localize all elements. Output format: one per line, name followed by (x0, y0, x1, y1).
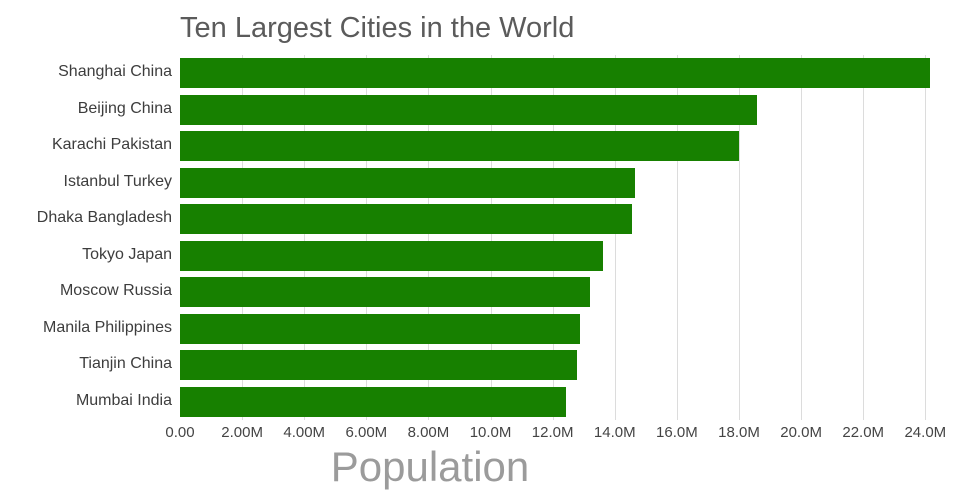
x-axis-tick-label: 2.00M (221, 424, 263, 441)
x-axis-tick-label: 6.00M (345, 424, 388, 441)
y-axis-category-label: Moscow Russia (59, 282, 172, 300)
gridline (925, 55, 927, 420)
y-axis-category-label: Manila Philippines (43, 318, 172, 336)
gridline (242, 55, 244, 420)
gridline (428, 55, 430, 420)
x-axis-tick-label: 18.0M (718, 424, 760, 441)
bar (180, 277, 590, 308)
y-axis-category-label: Tianjin China (79, 355, 172, 373)
chart-title: Ten Largest Cities in the World (180, 12, 575, 44)
gridline (863, 55, 865, 420)
gridline (552, 55, 554, 420)
gridline (676, 55, 678, 420)
x-axis-tick-label: 14.0M (593, 424, 636, 441)
bar (180, 240, 603, 271)
x-axis-tick-label: 0.00 (165, 424, 195, 441)
y-axis-category-label: Beijing China (77, 99, 172, 117)
x-axis-tick-label: 8.00M (407, 424, 450, 441)
gridline (614, 55, 616, 420)
x-axis-tick-label: 24.0M (904, 424, 947, 441)
bar (180, 350, 577, 381)
y-axis-category-label: Istanbul Turkey (63, 172, 173, 190)
x-axis-title: Population (330, 443, 530, 490)
x-axis-tick-label: 16.0M (656, 424, 698, 441)
y-axis-category-label: Tokyo Japan (82, 245, 172, 263)
bar (180, 204, 632, 235)
gridline (801, 55, 803, 420)
x-axis-tick-label: 10.0M (469, 424, 512, 441)
gridline (490, 55, 492, 420)
bar (180, 58, 930, 89)
bar (180, 131, 739, 162)
bar (180, 167, 636, 198)
bar (180, 94, 758, 125)
bar (180, 313, 580, 344)
gridline (366, 55, 368, 420)
y-axis-category-label: Dhaka Bangladesh (36, 209, 172, 227)
bar (180, 386, 567, 417)
y-axis-category-label: Karachi Pakistan (51, 136, 172, 154)
x-axis-tick-label: 4.00M (283, 424, 326, 441)
x-axis-tick-label: 22.0M (842, 424, 885, 441)
x-axis-tick-label: 12.0M (531, 424, 574, 441)
y-axis-category-label: Shanghai China (58, 63, 172, 81)
gridline (739, 55, 740, 420)
y-axis-category-label: Mumbai India (75, 391, 172, 409)
gridline (304, 55, 306, 420)
x-axis-tick-label: 20.0M (780, 424, 822, 441)
